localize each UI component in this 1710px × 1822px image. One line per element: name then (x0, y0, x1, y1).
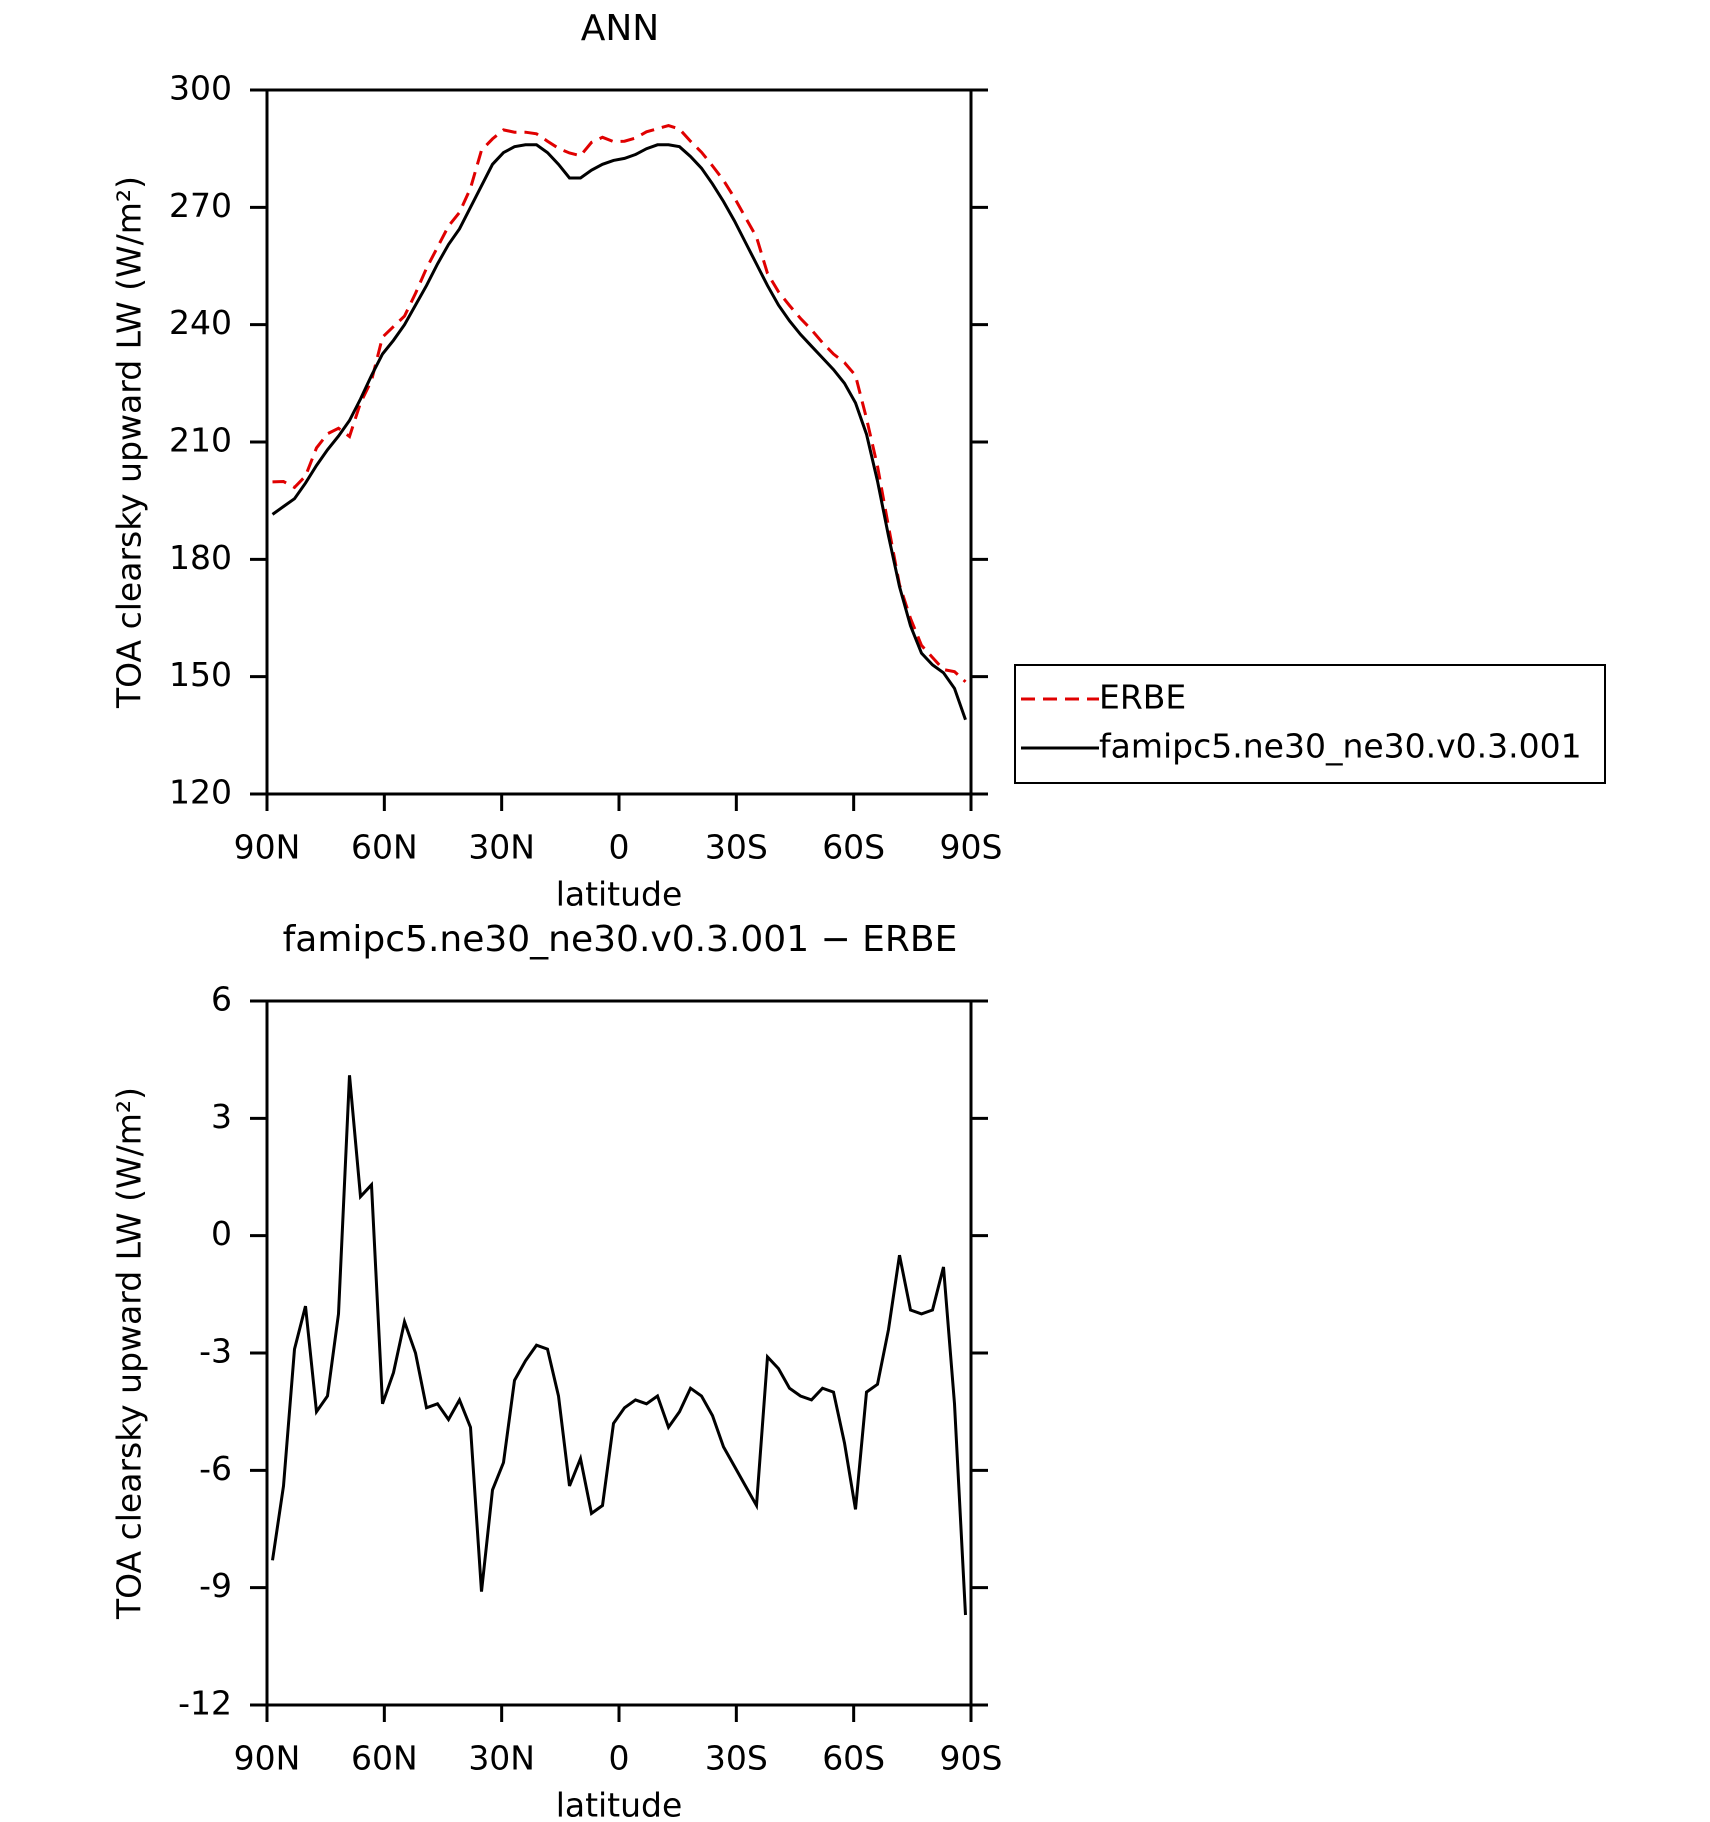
x-tick-label: 90S (940, 828, 1003, 867)
x-axis-label: latitude (556, 875, 683, 914)
plot-frame (265, 88, 973, 796)
y-tick-label: 270 (169, 186, 232, 225)
x-tick-label: 60S (822, 828, 885, 867)
chart-title: ANN (581, 8, 660, 49)
y-tick-label: -12 (178, 1684, 232, 1723)
x-tick-label: 60N (351, 1739, 418, 1778)
y-tick-label: 0 (211, 1214, 232, 1253)
plot-frame (265, 999, 973, 1707)
series-line (272, 124, 967, 683)
x-tick-label: 0 (609, 828, 630, 867)
x-tick-label: 60S (822, 1739, 885, 1778)
y-tick-label: 150 (169, 655, 232, 694)
x-tick-label: 60N (351, 828, 418, 867)
x-tick-label: 30S (705, 1739, 768, 1778)
chart-title: famipc5.ne30_ne30.v0.3.001 − ERBE (283, 919, 958, 960)
y-tick-label: 210 (169, 421, 232, 460)
x-tick-label: 30N (468, 828, 535, 867)
y-tick-label: 120 (169, 773, 232, 812)
y-tick-label: 3 (211, 1097, 232, 1136)
y-tick-label: -3 (199, 1332, 232, 1371)
x-tick-label: 90S (940, 1739, 1003, 1778)
x-tick-label: 0 (609, 1739, 630, 1778)
y-axis-label: TOA clearsky upward LW (W/m²) (110, 176, 149, 709)
x-axis-label: latitude (556, 1786, 683, 1822)
x-tick-label: 90N (234, 828, 301, 867)
y-tick-label: 240 (169, 303, 232, 342)
y-axis-label: TOA clearsky upward LW (W/m²) (110, 1087, 149, 1620)
x-tick-label: 30S (705, 828, 768, 867)
legend-label: famipc5.ne30_ne30.v0.3.001 (1099, 727, 1582, 766)
y-tick-label: -9 (199, 1566, 232, 1605)
series-line (271, 143, 967, 721)
legend-label: ERBE (1099, 678, 1186, 717)
y-tick-label: 180 (169, 538, 232, 577)
x-tick-label: 30N (468, 1739, 535, 1778)
y-tick-label: -6 (199, 1449, 232, 1488)
x-tick-label: 90N (234, 1739, 301, 1778)
y-tick-label: 300 (169, 69, 232, 108)
series-line (271, 1075, 967, 1616)
legend-box (1014, 664, 1606, 784)
y-tick-label: 6 (211, 980, 232, 1019)
